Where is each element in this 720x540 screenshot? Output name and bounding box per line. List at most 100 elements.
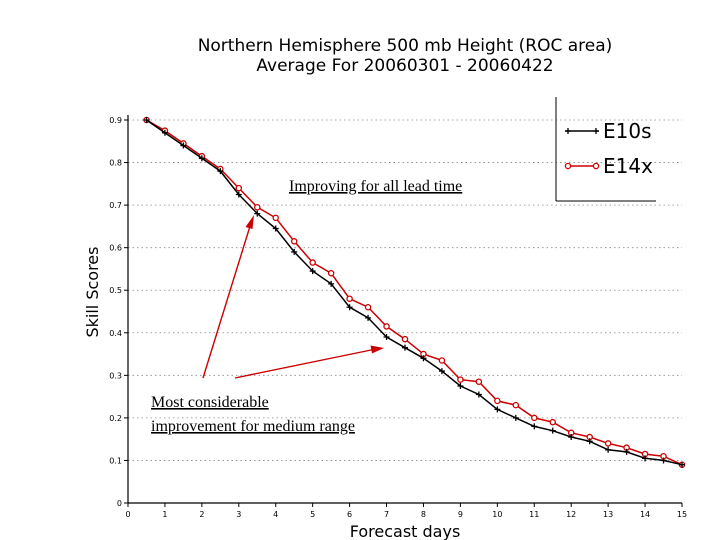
point-e10s [291, 248, 298, 255]
x-tick-label: 14 [640, 510, 650, 519]
point-e10s [217, 168, 224, 175]
point-e14x [531, 414, 538, 422]
y-axis-label: Skill Scores [83, 247, 102, 338]
x-tick-label: 5 [310, 510, 315, 519]
annotations: Improving for all lead time Most conside… [151, 178, 462, 435]
point-e10s [457, 382, 464, 389]
arrow-to-day-4 [202, 222, 252, 379]
legend-label-e10s: E10s [603, 119, 652, 143]
legend-marker-e10s [565, 128, 571, 134]
point-e10s [568, 434, 575, 441]
point-e10s [642, 455, 649, 462]
y-tick-label: 0.4 [109, 329, 122, 338]
x-tick-labels: 0 1 2 3 4 5 6 7 8 9 10 11 12 13 14 15 [125, 510, 687, 519]
point-e10s [623, 448, 630, 455]
point-e14x [364, 303, 372, 311]
point-e14x [235, 184, 243, 192]
point-e10s [383, 334, 390, 341]
annotation-most-considerable: Most considerable [151, 394, 269, 411]
y-tick-labels: 0 0.1 0.2 0.3 0.4 0.5 0.6 0.7 0.8 0.9 [109, 116, 122, 508]
point-e14x [309, 259, 316, 266]
point-e10s [494, 406, 501, 413]
legend: E10s E14x [555, 97, 656, 202]
point-e10s [143, 117, 150, 123]
point-e14x [475, 378, 483, 385]
chart-subtitle: Average For 20060301 - 20060422 [256, 56, 553, 76]
point-e10s [235, 191, 242, 198]
y-tick-label: 0.2 [109, 414, 122, 423]
point-e14x [383, 323, 390, 330]
x-tick-label: 3 [236, 510, 241, 519]
point-e14x [327, 269, 335, 277]
point-e14x [549, 418, 556, 426]
y-tick-label: 0.6 [109, 244, 122, 253]
point-e14x [254, 203, 261, 211]
x-tick-label: 9 [458, 510, 463, 519]
legend-marker-e14x [564, 162, 572, 170]
point-e10s [420, 355, 427, 362]
point-e14x [512, 401, 520, 409]
x-tick-label: 6 [347, 510, 352, 519]
point-e10s [161, 129, 168, 136]
point-e14x [272, 214, 279, 222]
series-lines [143, 116, 686, 468]
y-tick-label: 0.5 [109, 286, 122, 295]
point-e10s [660, 457, 667, 464]
x-tick-label: 2 [199, 510, 204, 519]
x-tick-label: 13 [603, 510, 613, 519]
annotation-medium-range: improvement for medium range [151, 418, 355, 435]
x-tick-label: 4 [273, 510, 278, 519]
point-e14x [457, 376, 464, 383]
x-tick-label: 7 [384, 510, 389, 519]
x-tick-label: 0 [125, 510, 130, 519]
legend-marker-e14x [592, 162, 600, 170]
y-tick-label: 0.9 [109, 116, 122, 125]
x-tick-label: 15 [677, 510, 687, 519]
x-tick-label: 8 [421, 510, 426, 519]
axes [124, 115, 683, 507]
point-e10s [180, 142, 187, 149]
point-e10s [254, 210, 261, 217]
series-line-e14x [146, 119, 683, 466]
series-line-e10s [146, 119, 683, 466]
point-e10s [549, 427, 556, 434]
point-e10s [586, 438, 593, 445]
point-e14x [290, 238, 298, 245]
x-axis-label: Forecast days [350, 522, 461, 540]
y-tick-label: 0.3 [109, 371, 122, 380]
point-e14x [438, 357, 446, 364]
y-tick-label: 0.1 [109, 456, 122, 465]
point-e10s [272, 225, 279, 232]
point-e14x [401, 335, 409, 343]
point-e10s [346, 304, 353, 311]
point-e10s [531, 423, 538, 430]
chart-title: Northern Hemisphere 500 mb Height (ROC a… [198, 36, 613, 56]
y-tick-label: 0.8 [109, 159, 122, 168]
x-tick-label: 12 [566, 510, 576, 519]
point-e10s [512, 414, 519, 421]
point-e14x [494, 397, 501, 405]
y-tick-label: 0 [117, 499, 122, 508]
point-e10s [402, 344, 408, 351]
x-tick-label: 11 [529, 510, 539, 519]
arrow-to-day-7 [234, 348, 377, 379]
annotation-improving: Improving for all lead time [289, 178, 462, 195]
x-tick-label: 10 [492, 510, 502, 519]
arrow-head-day-4 [245, 215, 254, 229]
point-e10s [605, 446, 612, 453]
point-e10s [328, 280, 335, 287]
point-e14x [346, 295, 353, 302]
legend-label-e14x: E14x [603, 154, 653, 178]
point-e10s [438, 368, 445, 375]
point-e10s [475, 391, 482, 398]
x-tick-label: 1 [162, 510, 167, 519]
point-e10s [309, 268, 316, 275]
point-e10s [198, 155, 205, 162]
y-tick-label: 0.7 [109, 201, 122, 210]
point-e14x [604, 440, 612, 447]
arrow-head-day-7 [370, 345, 384, 354]
point-e10s [679, 461, 685, 468]
legend-marker-e10s [593, 128, 599, 134]
point-e10s [365, 314, 372, 321]
